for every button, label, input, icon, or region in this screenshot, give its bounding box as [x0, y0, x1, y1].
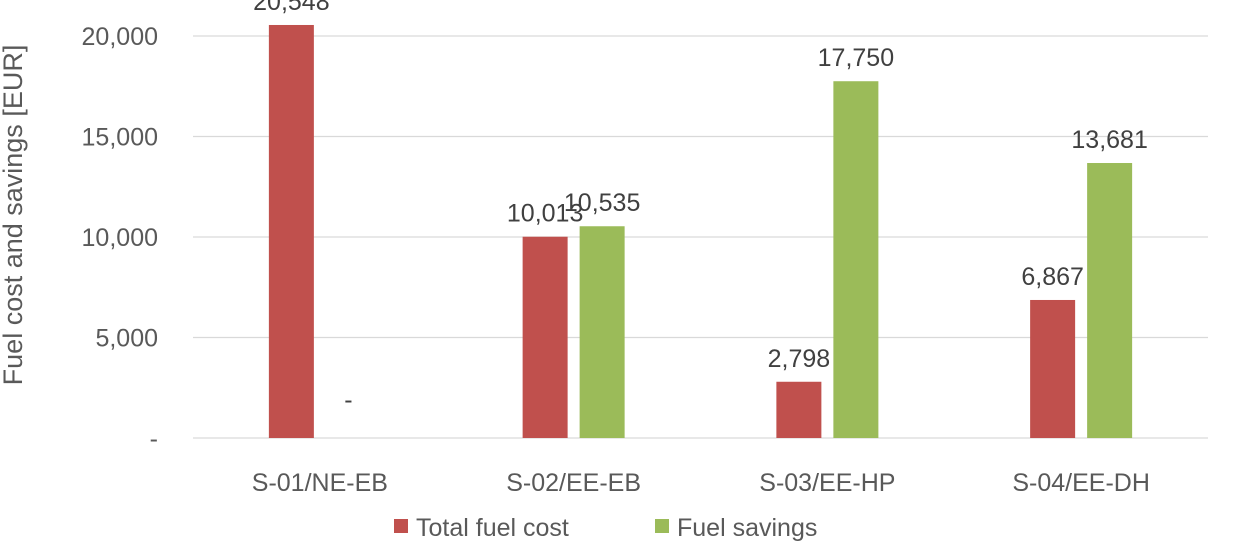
y-tick-label: 10,000 [82, 224, 158, 252]
data-label: - [344, 386, 352, 414]
bar-fuel-savings [1087, 163, 1133, 438]
x-tick-label: S-03/EE-HP [759, 469, 895, 497]
y-tick-label: 15,000 [82, 124, 158, 152]
legend-label: Fuel savings [677, 514, 817, 542]
data-label: 13,681 [1071, 126, 1147, 154]
legend: Total fuel cost Fuel savings [394, 514, 817, 542]
x-tick-label: S-02/EE-EB [506, 469, 641, 497]
data-label: 10,535 [564, 189, 640, 217]
data-label: 20,548 [253, 0, 329, 16]
y-tick-label: - [150, 425, 158, 453]
x-tick-label: S-01/NE-EB [252, 469, 388, 497]
legend-swatch [394, 519, 408, 533]
x-axis-ticks: S-01/NE-EB S-02/EE-EB S-03/EE-HP S-04/EE-DH [252, 469, 1150, 497]
y-axis-ticks: - 5,000 10,000 15,000 20,000 [82, 23, 158, 453]
bar-total-fuel-cost [776, 381, 822, 438]
bar-fuel-savings [579, 226, 625, 438]
bar-total-fuel-cost [522, 236, 568, 438]
data-label: 2,798 [768, 345, 831, 373]
legend-label: Total fuel cost [416, 514, 569, 542]
data-label: 6,867 [1021, 263, 1084, 291]
bar-total-fuel-cost [1030, 299, 1076, 438]
data-label: 17,750 [818, 44, 894, 72]
x-tick-label: S-04/EE-DH [1012, 469, 1150, 497]
y-tick-label: 20,000 [82, 23, 158, 51]
y-tick-label: 5,000 [95, 325, 158, 353]
bars [268, 24, 1133, 438]
y-axis-title: Fuel cost and savings [EUR] [0, 45, 28, 386]
legend-swatch [655, 519, 669, 533]
bar-total-fuel-cost [268, 24, 314, 438]
bar-fuel-savings [833, 81, 879, 438]
data-label: 10,013 [507, 200, 583, 228]
